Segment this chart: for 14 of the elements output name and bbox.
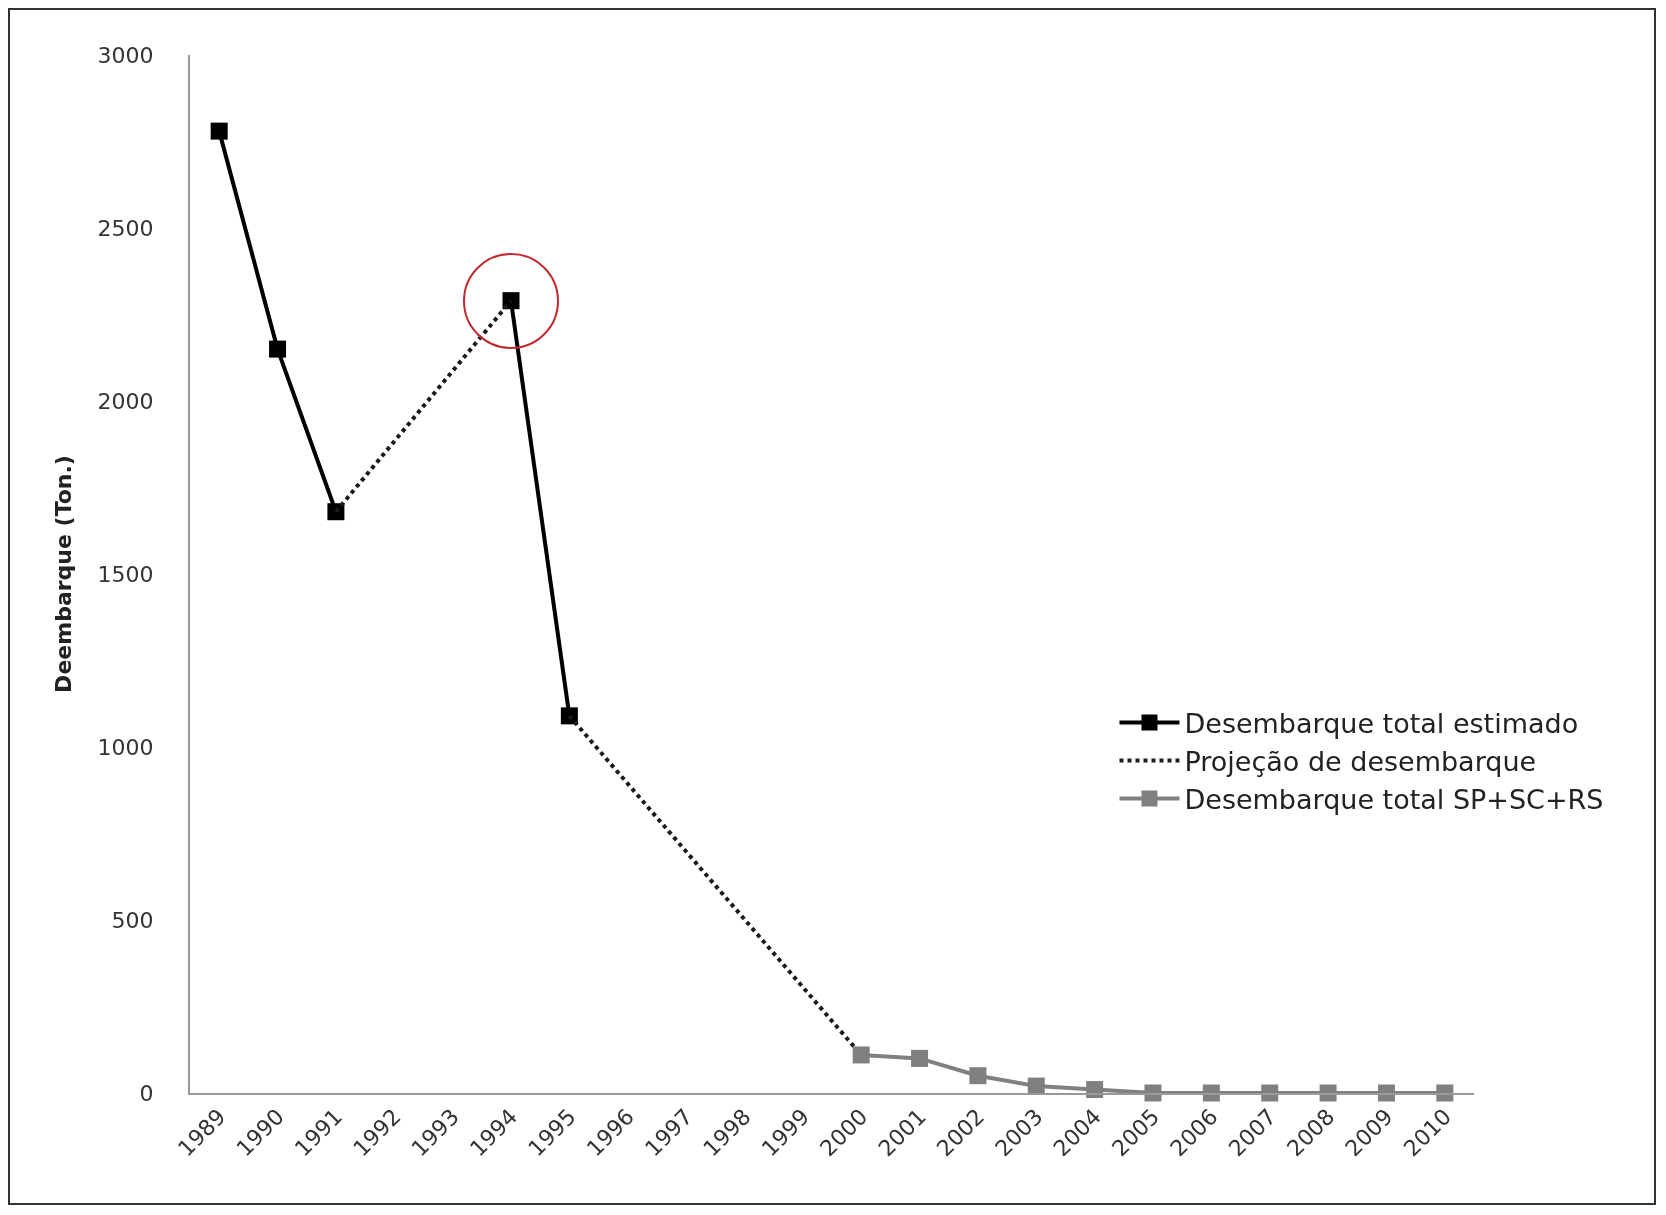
legend-label: Desembarque total estimado: [1184, 707, 1579, 739]
y-tick-label: 1000: [97, 734, 154, 760]
y-tick-label: 0: [139, 1080, 154, 1106]
y-tick-label: 500: [111, 907, 154, 933]
point: [969, 1067, 987, 1085]
legend-label: Projeção de desembarque: [1184, 746, 1537, 778]
legend-label: Desembarque total SP+SC+RS: [1184, 784, 1604, 816]
y-tick-label: 2000: [97, 388, 154, 414]
y-tick-label: 2500: [97, 215, 154, 241]
point: [852, 1046, 870, 1064]
y-tick-label: 1500: [97, 561, 154, 587]
y-tick-label: 3000: [97, 42, 154, 68]
point: [911, 1049, 929, 1067]
y-axis-title: Deembarque (Ton.): [50, 455, 76, 693]
